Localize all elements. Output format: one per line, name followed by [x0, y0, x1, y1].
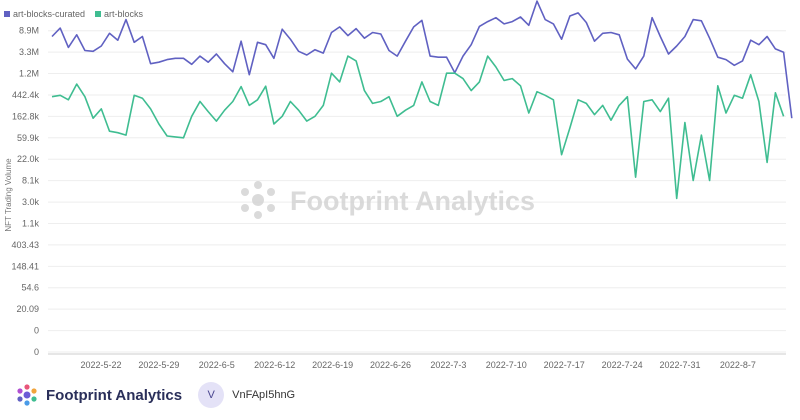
series-line-art-blocks[interactable] — [51, 55, 785, 200]
footprint-brand-icon — [17, 384, 37, 406]
y-tick-label: 0 — [34, 326, 39, 336]
y-tick-label: 8.9M — [19, 26, 39, 36]
y-axis-ticks: 0 0 20.09 54.6 148.41 403.43 1.1k 3.0k 8.1k 22.0k… — [11, 26, 39, 357]
y-tick-label: 148.41 — [11, 261, 39, 271]
y-axis-label: NFT Trading Volume — [4, 158, 13, 232]
username: VnFApI5hnG — [232, 389, 296, 401]
line-chart: Footprint Analytics 0 0 20.09 54.6 148.41 403… — [4, 0, 793, 370]
y-tick-label: 1.2M — [19, 69, 39, 79]
brand-name: Footprint Analytics — [46, 386, 183, 404]
legend-item-art-blocks-curated[interactable]: art-blocks-curated — [4, 9, 85, 19]
footprint-logo-icon — [241, 181, 275, 219]
x-tick-label: 2022-5-29 — [138, 360, 179, 370]
y-tick-label: 442.4k — [12, 90, 40, 100]
x-tick-label: 2022-6-19 — [312, 360, 353, 370]
x-tick-label: 2022-7-10 — [486, 360, 527, 370]
x-tick-label: 2022-7-31 — [659, 360, 700, 370]
legend-item-art-blocks[interactable]: art-blocks — [95, 9, 143, 19]
x-tick-label: 2022-5-22 — [80, 360, 121, 370]
y-tick-label: 8.1k — [22, 176, 40, 186]
user-profile[interactable]: V VnFApI5hnG — [198, 382, 295, 408]
series-lines — [51, 0, 793, 200]
y-tick-label: 0 — [34, 347, 39, 357]
y-tick-label: 59.9k — [17, 133, 40, 143]
footer: Footprint Analytics V VnFApI5hnG — [0, 370, 800, 420]
watermark-text: Footprint Analytics — [290, 186, 535, 216]
legend-swatch-art-blocks-curated — [4, 11, 10, 17]
x-tick-label: 2022-6-5 — [199, 360, 235, 370]
y-tick-label: 3.0k — [22, 197, 40, 207]
series-line-art-blocks-curated[interactable] — [51, 0, 793, 119]
legend: art-blocks-curated art-blocks — [4, 9, 143, 19]
y-tick-label: 403.43 — [11, 240, 39, 250]
avatar[interactable]: V — [198, 382, 225, 408]
x-tick-label: 2022-8-7 — [720, 360, 756, 370]
x-tick-label: 2022-6-26 — [370, 360, 411, 370]
brand[interactable]: Footprint Analytics — [14, 382, 182, 408]
legend-label-art-blocks-curated: art-blocks-curated — [13, 9, 86, 19]
legend-label-art-blocks: art-blocks — [104, 9, 144, 19]
y-tick-label: 1.1k — [22, 218, 40, 228]
x-axis-ticks: 2022-5-22 2022-5-29 2022-6-5 2022-6-12 2022-… — [80, 360, 755, 370]
y-tick-label: 162.8k — [12, 111, 40, 121]
y-tick-label: 22.0k — [17, 154, 40, 164]
x-tick-label: 2022-7-3 — [430, 360, 466, 370]
x-tick-label: 2022-6-12 — [254, 360, 295, 370]
y-tick-label: 54.6 — [21, 283, 39, 293]
x-tick-label: 2022-7-17 — [544, 360, 585, 370]
y-tick-label: 3.3M — [19, 47, 39, 57]
x-tick-label: 2022-7-24 — [602, 360, 643, 370]
watermark: Footprint Analytics — [241, 181, 535, 219]
legend-swatch-art-blocks — [95, 11, 102, 17]
y-tick-label: 20.09 — [16, 304, 39, 314]
